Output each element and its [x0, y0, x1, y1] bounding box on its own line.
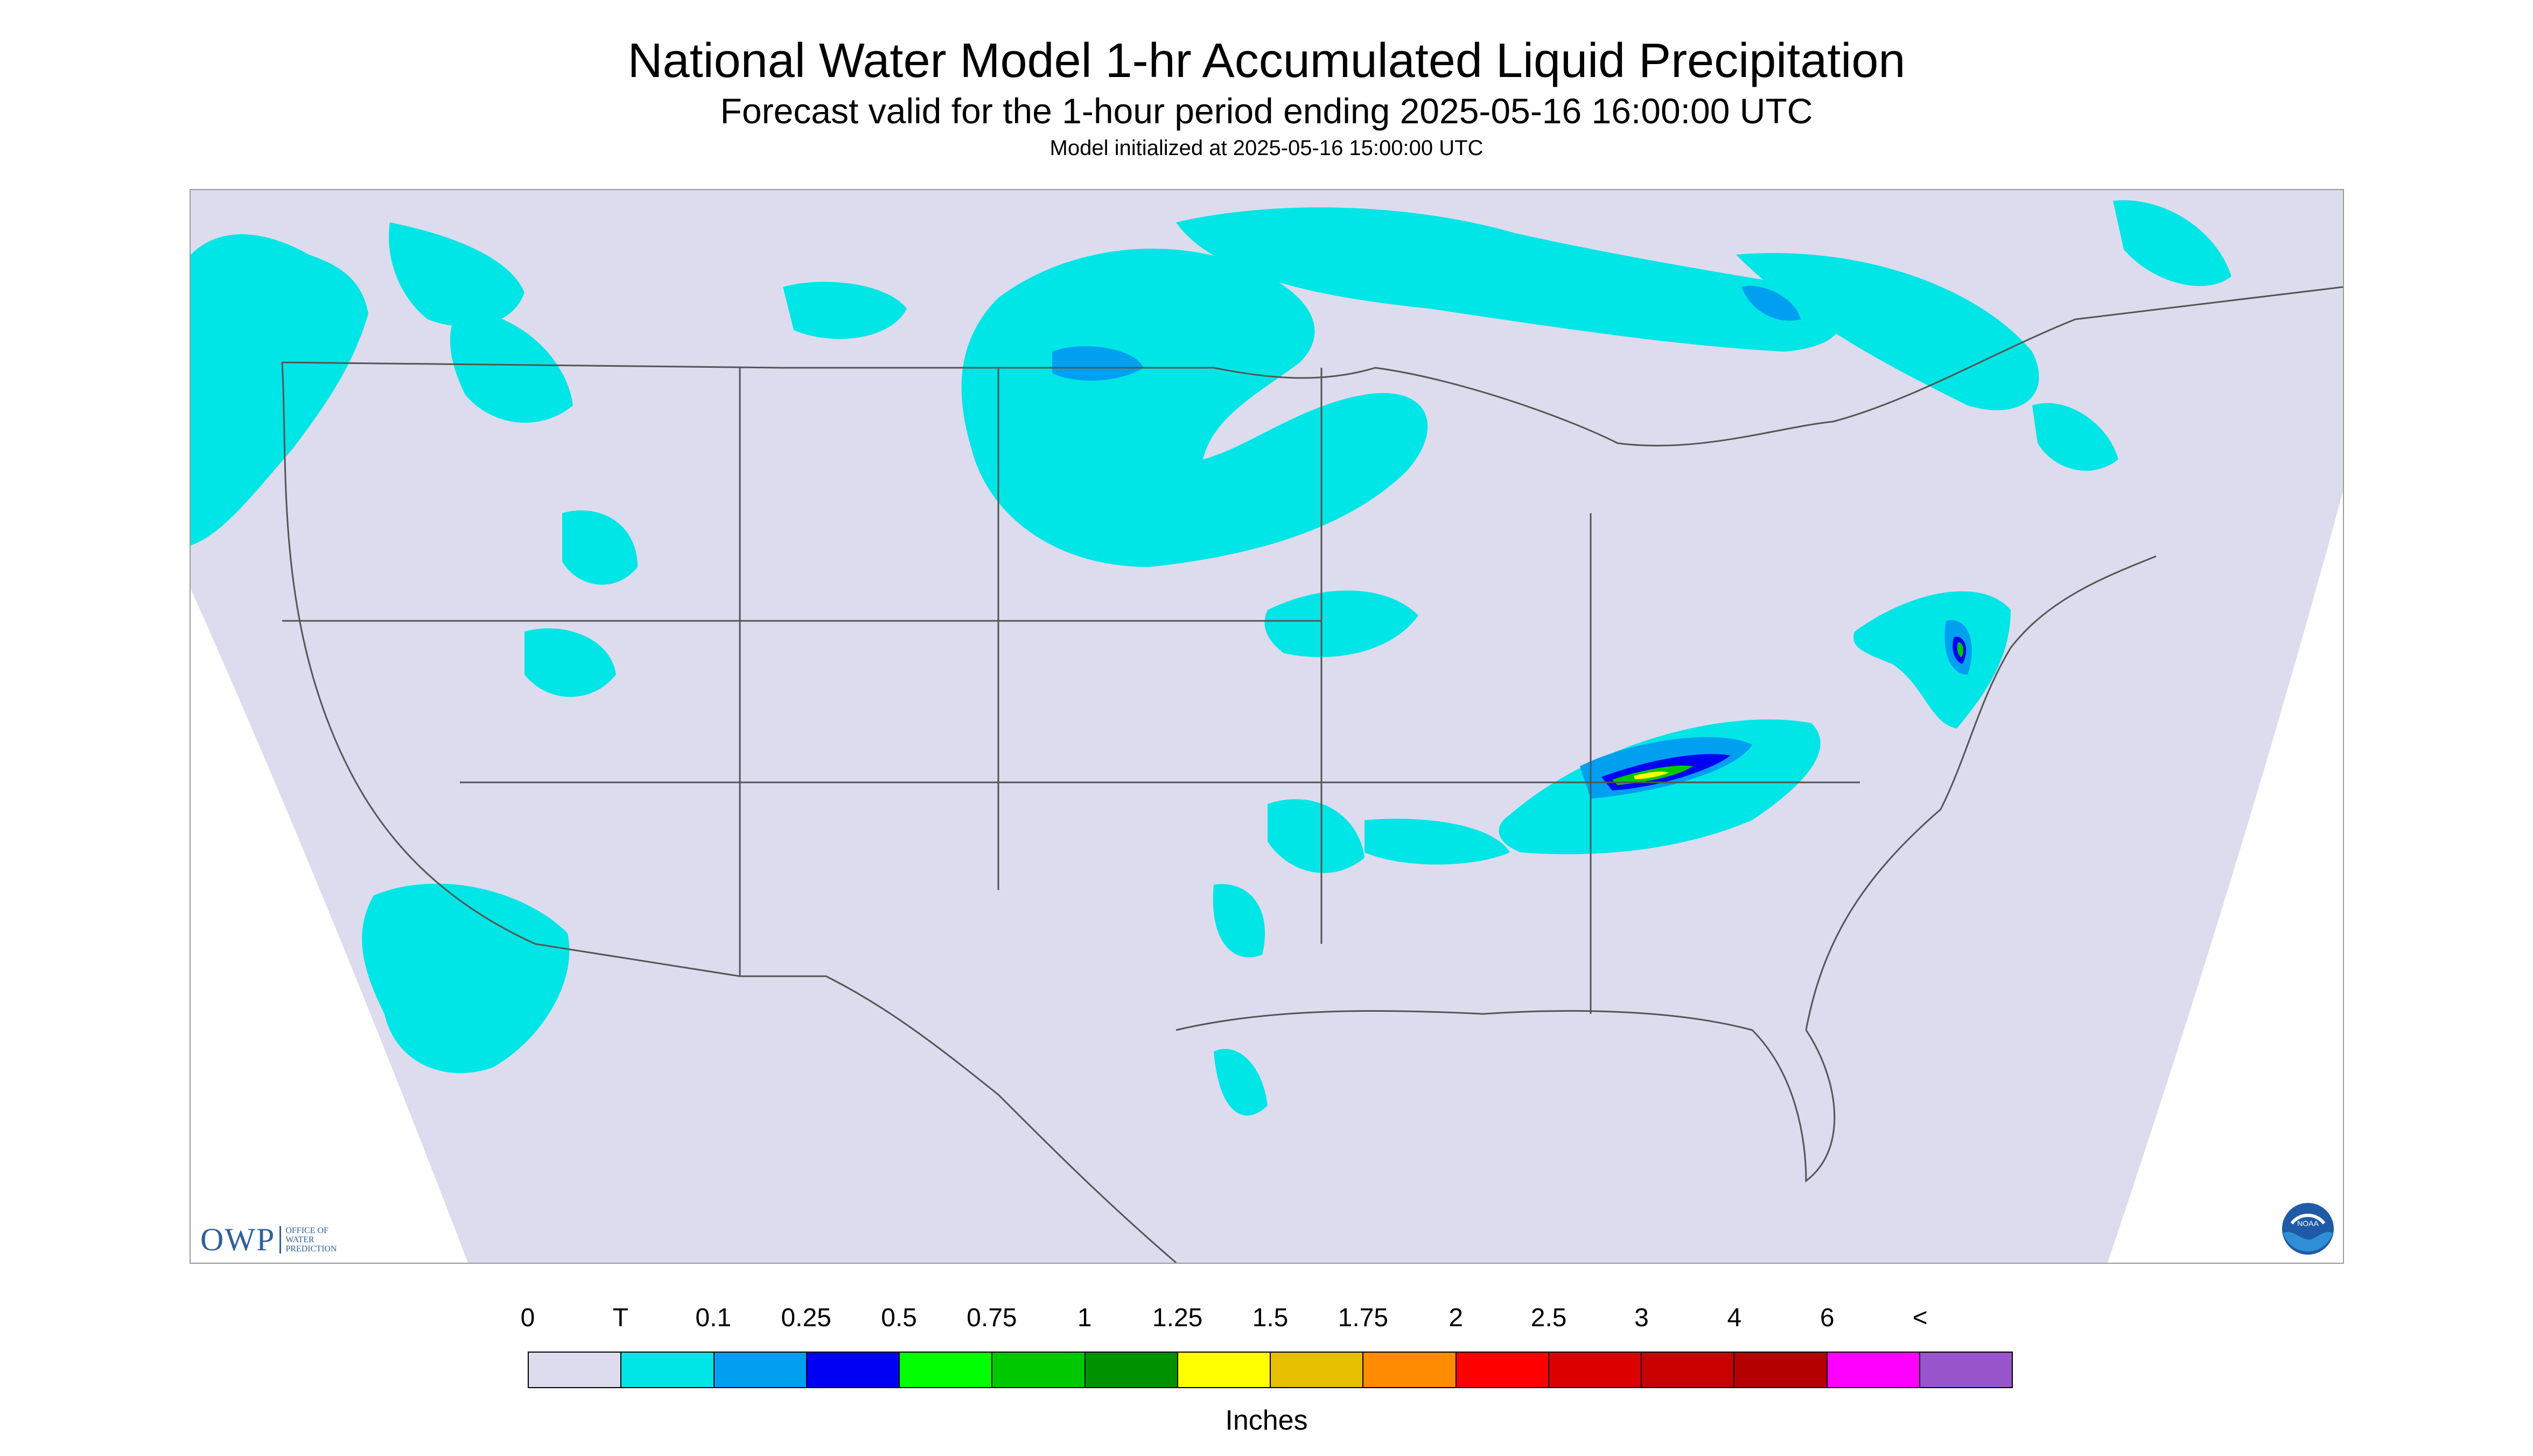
owp-sub-line: WATER — [285, 1235, 314, 1244]
legend-tick-label: 0.25 — [781, 1304, 831, 1332]
owp-logo: OWP OFFICE OF WATER PREDICTION — [200, 1221, 337, 1258]
precip-core-ontario — [1741, 286, 1801, 321]
legend-swatch — [1085, 1353, 1178, 1387]
trace-precip — [191, 200, 2231, 1116]
noaa-logo: NOAA — [2282, 1203, 2334, 1255]
legend-swatch — [992, 1353, 1086, 1387]
legend-swatch — [1271, 1353, 1364, 1387]
owp-sub-line: PREDICTION — [285, 1244, 337, 1254]
legend-tick-label: 4 — [1727, 1304, 1742, 1332]
legend-tick-label: 0.5 — [881, 1304, 917, 1332]
precip-oklahoma — [1268, 799, 1365, 873]
precip-utah — [524, 628, 616, 697]
legend-swatch — [1920, 1353, 2012, 1387]
map-frame — [190, 189, 2344, 1264]
legend-tick-label: 0.1 — [695, 1304, 732, 1332]
legend-swatch — [1363, 1353, 1457, 1387]
boundaries — [281, 286, 2343, 1263]
us-mexico-border — [535, 943, 1177, 1263]
east-coast — [1805, 555, 2157, 1031]
legend-swatch — [1178, 1353, 1271, 1387]
west-coast — [281, 362, 536, 945]
us-canada-border — [282, 286, 2343, 447]
owp-logo-text: OWP — [200, 1222, 276, 1257]
legend-units: Inches — [1225, 1405, 1308, 1436]
init-time: Model initialized at 2025-05-16 15:00:00… — [1049, 136, 1484, 160]
legend-colorbar — [528, 1352, 2013, 1388]
legend-tick-label: 1.5 — [1252, 1304, 1289, 1332]
precip-legend: 0 T 0.1 0.25 0.5 0.75 1 1.25 1.5 1.75 2 2.5 3 4 6 < Inc… — [0, 1292, 2533, 1454]
legend-swatch — [807, 1353, 900, 1387]
precip-baja — [362, 883, 570, 1073]
legend-swatch — [900, 1353, 993, 1387]
precip-ontario-band — [1176, 207, 1841, 352]
yellow-precip — [1634, 772, 1669, 779]
precip-green-mid-atlantic — [1957, 642, 1964, 657]
precip-north-montana — [783, 282, 907, 339]
legend-tick-label: 3 — [1634, 1304, 1649, 1332]
precip-iowa — [1264, 590, 1418, 657]
precip-pacific-northwest — [191, 234, 368, 545]
gulf-coast — [1175, 1010, 1836, 1183]
precip-texas-coast — [1214, 1048, 1268, 1116]
legend-tick-label: 0.75 — [967, 1304, 1017, 1332]
legend-tick-label: T — [612, 1304, 629, 1332]
legend-swatch — [621, 1353, 715, 1387]
precip-mid-atlantic — [1853, 591, 2011, 729]
legend-tick-label: 2 — [1449, 1304, 1464, 1332]
legend-tick-label: 1.75 — [1338, 1304, 1389, 1332]
legend-swatch — [1642, 1353, 1735, 1387]
legend-swatch — [1549, 1353, 1642, 1387]
precip-map — [191, 190, 2343, 1263]
legend-swatch — [714, 1353, 807, 1387]
precip-core-dakotas — [1052, 346, 1144, 381]
legend-tick-label: 6 — [1820, 1304, 1835, 1332]
precip-bc-interior — [389, 222, 524, 327]
owp-sub-line: OFFICE OF — [285, 1226, 328, 1235]
legend-tick-label: 0 — [520, 1304, 535, 1332]
legend-tick-label: 1.25 — [1152, 1304, 1203, 1332]
precip-south-central — [1365, 818, 1510, 865]
precip-northern-plains — [961, 248, 1428, 568]
legend-tick-label: 1 — [1077, 1304, 1092, 1332]
legend-swatch — [529, 1353, 622, 1387]
legend-tick-label: 2.5 — [1530, 1304, 1567, 1332]
owp-logo-subtext: OFFICE OF WATER PREDICTION — [279, 1226, 337, 1254]
noaa-logo-text: NOAA — [2297, 1219, 2319, 1228]
map-title: National Water Model 1-hr Accumulated Li… — [627, 34, 1906, 88]
precip-texas-scatter — [1213, 884, 1265, 957]
precip-idaho — [562, 510, 638, 585]
projection-domain — [191, 190, 2343, 1263]
precip-quebec-east — [2032, 403, 2118, 471]
legend-swatch — [1456, 1353, 1549, 1387]
legend-swatch — [1827, 1353, 1920, 1387]
legend-tick-label: < — [1912, 1304, 1928, 1332]
precip-maritimes — [2113, 200, 2231, 286]
precip-yellow-tennessee — [1634, 772, 1669, 779]
map-subtitle: Forecast valid for the 1-hour period end… — [720, 91, 1813, 131]
legend-swatch — [1734, 1353, 1828, 1387]
